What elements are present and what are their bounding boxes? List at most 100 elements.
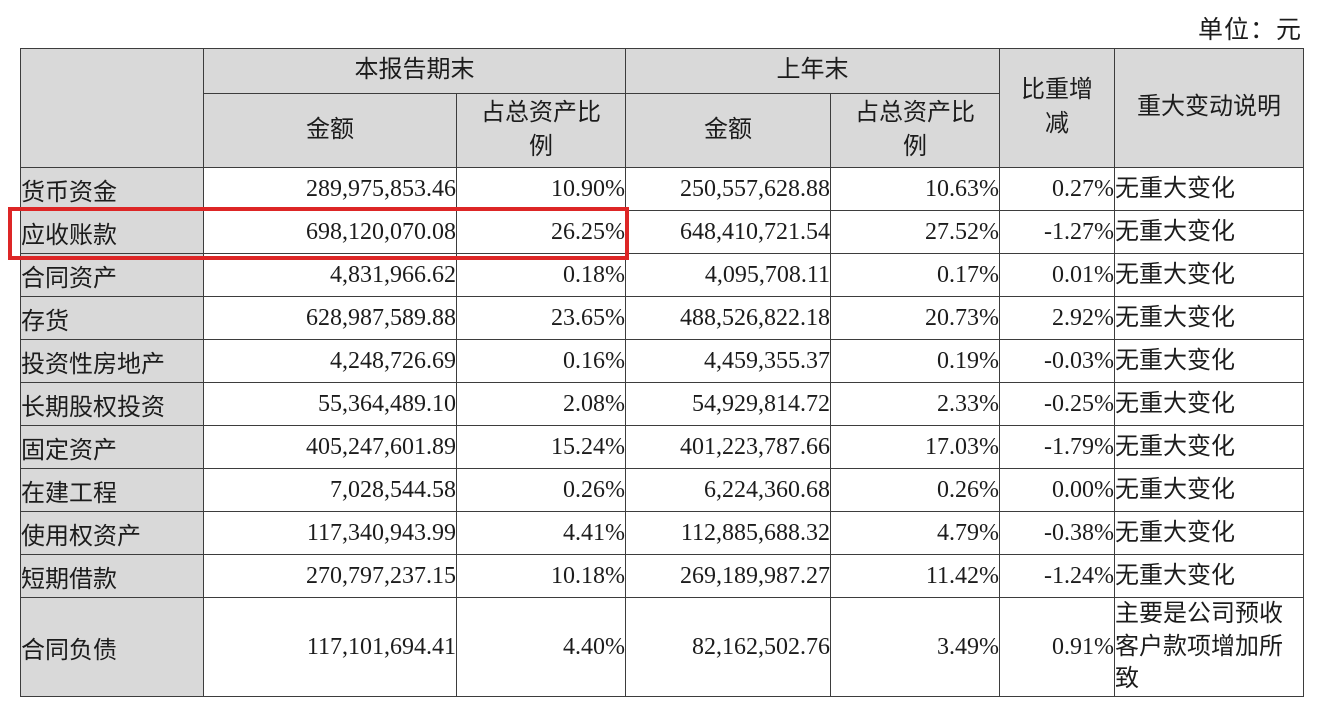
row-label: 在建工程: [20, 468, 204, 512]
prior-pct-cell: 0.19%: [830, 339, 1000, 383]
current-amount-cell: 698,120,070.08: [203, 210, 457, 254]
table-row: 短期借款 270,797,237.15 10.18% 269,189,987.2…: [20, 554, 1304, 598]
current-amount-cell: 628,987,589.88: [203, 296, 457, 340]
prior-amount-cell: 401,223,787.66: [625, 425, 831, 469]
note-cell: 无重大变化: [1114, 253, 1304, 297]
prior-pct-cell: 20.73%: [830, 296, 1000, 340]
prior-amount-cell: 4,095,708.11: [625, 253, 831, 297]
change-cell: 0.00%: [999, 468, 1115, 512]
prior-amount-cell: 54,929,814.72: [625, 382, 831, 426]
row-label: 使用权资产: [20, 511, 204, 555]
note-cell: 无重大变化: [1114, 468, 1304, 512]
prior-pct-cell: 17.03%: [830, 425, 1000, 469]
current-amount-cell: 405,247,601.89: [203, 425, 457, 469]
note-cell: 无重大变化: [1114, 554, 1304, 598]
prior-pct-cell: 0.17%: [830, 253, 1000, 297]
note-cell: 无重大变化: [1114, 382, 1304, 426]
row-label: 投资性房地产: [20, 339, 204, 383]
prior-pct-cell: 27.52%: [830, 210, 1000, 254]
prior-pct-cell: 0.26%: [830, 468, 1000, 512]
current-pct-cell: 10.18%: [456, 554, 626, 598]
header-item-blank: [20, 48, 204, 168]
change-cell: -0.25%: [999, 382, 1115, 426]
prior-pct-cell: 11.42%: [830, 554, 1000, 598]
current-pct-cell: 4.40%: [456, 597, 626, 697]
prior-amount-cell: 112,885,688.32: [625, 511, 831, 555]
note-cell: 主要是公司预收客户款项增加所致: [1114, 597, 1304, 697]
current-pct-cell: 0.26%: [456, 468, 626, 512]
current-amount-cell: 117,340,943.99: [203, 511, 457, 555]
prior-pct-cell: 3.49%: [830, 597, 1000, 697]
prior-amount-cell: 6,224,360.68: [625, 468, 831, 512]
current-amount-cell: 289,975,853.46: [203, 167, 457, 211]
note-cell: 无重大变化: [1114, 167, 1304, 211]
table-row: 存货 628,987,589.88 23.65% 488,526,822.18 …: [20, 296, 1304, 340]
current-pct-cell: 0.18%: [456, 253, 626, 297]
table-row-highlighted: 应收账款 698,120,070.08 26.25% 648,410,721.5…: [20, 210, 1304, 254]
change-cell: -1.27%: [999, 210, 1115, 254]
change-cell: -1.79%: [999, 425, 1115, 469]
note-cell: 无重大变化: [1114, 425, 1304, 469]
header-current-period: 本报告期末: [203, 48, 626, 94]
note-cell: 无重大变化: [1114, 210, 1304, 254]
row-label: 应收账款: [20, 210, 204, 254]
change-cell: 2.92%: [999, 296, 1115, 340]
change-cell: 0.27%: [999, 167, 1115, 211]
table-row: 在建工程 7,028,544.58 0.26% 6,224,360.68 0.2…: [20, 468, 1304, 512]
row-label: 存货: [20, 296, 204, 340]
change-cell: -0.38%: [999, 511, 1115, 555]
current-amount-cell: 4,831,966.62: [203, 253, 457, 297]
table-row: 合同负债 117,101,694.41 4.40% 82,162,502.76 …: [20, 597, 1304, 697]
row-label: 短期借款: [20, 554, 204, 598]
current-pct-cell: 4.41%: [456, 511, 626, 555]
row-label: 长期股权投资: [20, 382, 204, 426]
current-pct-cell: 23.65%: [456, 296, 626, 340]
current-pct-cell: 15.24%: [456, 425, 626, 469]
table-row: 合同资产 4,831,966.62 0.18% 4,095,708.11 0.1…: [20, 253, 1304, 297]
prior-amount-cell: 648,410,721.54: [625, 210, 831, 254]
prior-amount-cell: 269,189,987.27: [625, 554, 831, 598]
note-cell: 无重大变化: [1114, 511, 1304, 555]
table-row: 投资性房地产 4,248,726.69 0.16% 4,459,355.37 0…: [20, 339, 1304, 383]
change-cell: -1.24%: [999, 554, 1115, 598]
row-label: 合同资产: [20, 253, 204, 297]
header-prior-period: 上年末: [625, 48, 1000, 94]
current-pct-cell: 10.90%: [456, 167, 626, 211]
header-amount-prior: 金额: [625, 93, 831, 168]
change-cell: 0.01%: [999, 253, 1115, 297]
table-header: 本报告期末 上年末 比重增减 重大变动说明 金额 占总资产比例 金额 占总资产比…: [20, 48, 1304, 168]
prior-pct-cell: 10.63%: [830, 167, 1000, 211]
row-label: 货币资金: [20, 167, 204, 211]
current-amount-cell: 4,248,726.69: [203, 339, 457, 383]
prior-amount-cell: 4,459,355.37: [625, 339, 831, 383]
change-cell: -0.03%: [999, 339, 1115, 383]
table-row: 固定资产 405,247,601.89 15.24% 401,223,787.6…: [20, 425, 1304, 469]
prior-amount-cell: 82,162,502.76: [625, 597, 831, 697]
note-cell: 无重大变化: [1114, 339, 1304, 383]
header-amount-current: 金额: [203, 93, 457, 168]
table-row: 长期股权投资 55,364,489.10 2.08% 54,929,814.72…: [20, 382, 1304, 426]
prior-pct-cell: 4.79%: [830, 511, 1000, 555]
header-change-in-proportion: 比重增减: [999, 48, 1115, 168]
current-amount-cell: 55,364,489.10: [203, 382, 457, 426]
table-row: 货币资金 289,975,853.46 10.90% 250,557,628.8…: [20, 167, 1304, 211]
current-amount-cell: 117,101,694.41: [203, 597, 457, 697]
header-pct-current: 占总资产比例: [456, 93, 626, 168]
current-pct-cell: 2.08%: [456, 382, 626, 426]
prior-amount-cell: 250,557,628.88: [625, 167, 831, 211]
header-major-change-note: 重大变动说明: [1114, 48, 1304, 168]
row-label: 固定资产: [20, 425, 204, 469]
assets-liabilities-table: 本报告期末 上年末 比重增减 重大变动说明 金额 占总资产比例 金额 占总资产比…: [20, 48, 1304, 697]
prior-amount-cell: 488,526,822.18: [625, 296, 831, 340]
note-cell: 无重大变化: [1114, 296, 1304, 340]
table-body: 货币资金 289,975,853.46 10.90% 250,557,628.8…: [20, 167, 1304, 697]
current-amount-cell: 270,797,237.15: [203, 554, 457, 598]
current-amount-cell: 7,028,544.58: [203, 468, 457, 512]
current-pct-cell: 0.16%: [456, 339, 626, 383]
current-pct-cell: 26.25%: [456, 210, 626, 254]
change-cell: 0.91%: [999, 597, 1115, 697]
table-row: 使用权资产 117,340,943.99 4.41% 112,885,688.3…: [20, 511, 1304, 555]
prior-pct-cell: 2.33%: [830, 382, 1000, 426]
header-pct-prior: 占总资产比例: [830, 93, 1000, 168]
